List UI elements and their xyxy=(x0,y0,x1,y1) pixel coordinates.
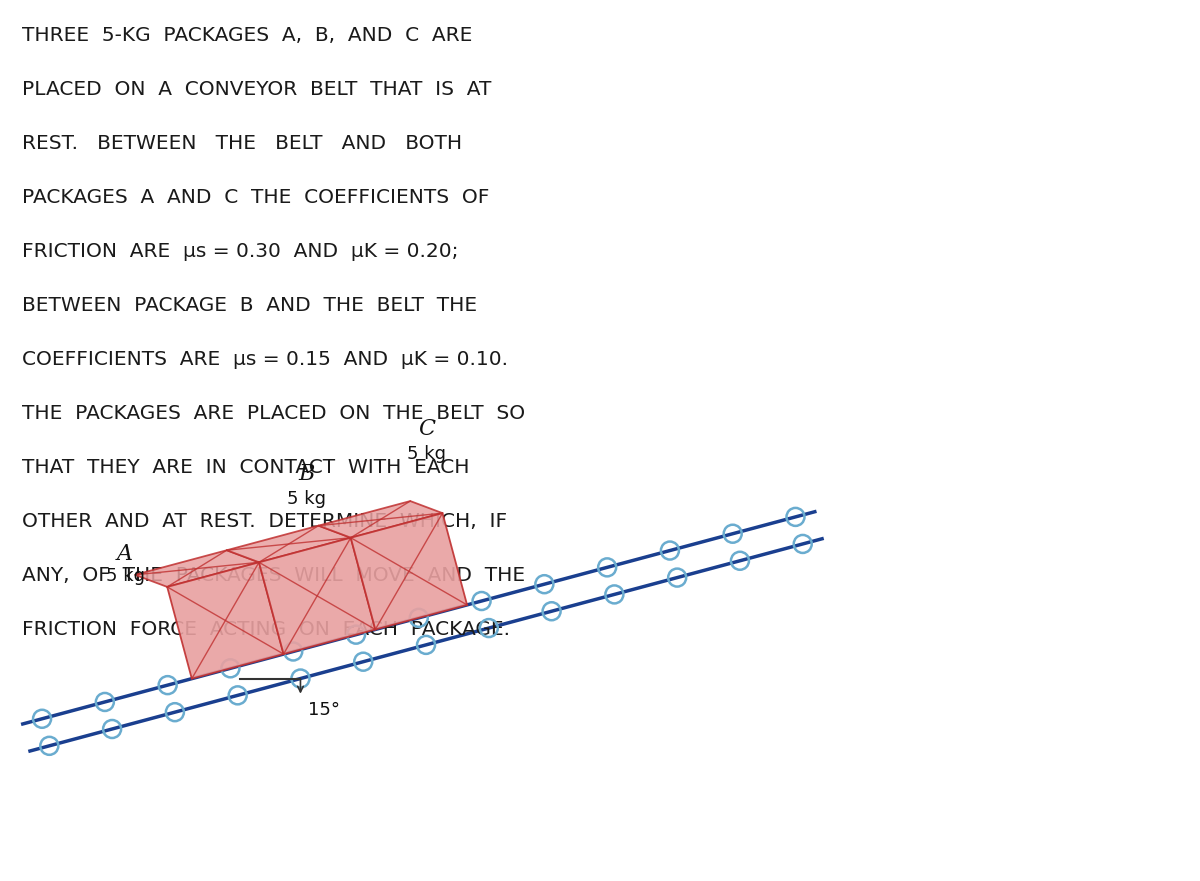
Polygon shape xyxy=(227,526,350,562)
Text: A: A xyxy=(118,543,133,565)
Text: BETWEEN  PACKAGE  B  AND  THE  BELT  THE: BETWEEN PACKAGE B AND THE BELT THE xyxy=(22,296,478,315)
Text: 5 kg: 5 kg xyxy=(106,566,145,585)
Text: FRICTION  FORCE  ACTING  ON  EACH  PACKAGE.: FRICTION FORCE ACTING ON EACH PACKAGE. xyxy=(22,620,510,639)
Text: THREE  5-KG  PACKAGES  A,  B,  AND  C  ARE: THREE 5-KG PACKAGES A, B, AND C ARE xyxy=(22,26,473,45)
Text: REST.   BETWEEN   THE   BELT   AND   BOTH: REST. BETWEEN THE BELT AND BOTH xyxy=(22,134,462,153)
Polygon shape xyxy=(134,551,259,587)
Text: PACKAGES  A  AND  C  THE  COEFFICIENTS  OF: PACKAGES A AND C THE COEFFICIENTS OF xyxy=(22,188,490,207)
Polygon shape xyxy=(167,562,283,678)
Text: FRICTION  ARE  μs = 0.30  AND  μK = 0.20;: FRICTION ARE μs = 0.30 AND μK = 0.20; xyxy=(22,242,458,261)
Polygon shape xyxy=(350,513,467,630)
Text: C: C xyxy=(418,418,436,440)
Text: THAT  THEY  ARE  IN  CONTACT  WITH  EACH: THAT THEY ARE IN CONTACT WITH EACH xyxy=(22,458,469,477)
Text: THE  PACKAGES  ARE  PLACED  ON  THE  BELT  SO: THE PACKAGES ARE PLACED ON THE BELT SO xyxy=(22,404,526,423)
Polygon shape xyxy=(259,537,376,654)
Text: COEFFICIENTS  ARE  μs = 0.15  AND  μK = 0.10.: COEFFICIENTS ARE μs = 0.15 AND μK = 0.10… xyxy=(22,350,508,369)
Polygon shape xyxy=(318,501,443,537)
Text: OTHER  AND  AT  REST.  DETERMINE  WHICH,  IF: OTHER AND AT REST. DETERMINE WHICH, IF xyxy=(22,512,508,531)
Text: PLACED  ON  A  CONVEYOR  BELT  THAT  IS  AT: PLACED ON A CONVEYOR BELT THAT IS AT xyxy=(22,80,491,99)
Text: 5 kg: 5 kg xyxy=(287,490,326,508)
Text: ANY,  OF  THE  PACKAGES  WILL  MOVE  AND  THE: ANY, OF THE PACKAGES WILL MOVE AND THE xyxy=(22,566,526,585)
Text: B: B xyxy=(299,463,316,485)
Text: 15°: 15° xyxy=(308,700,341,719)
Text: 5 kg: 5 kg xyxy=(407,446,446,463)
